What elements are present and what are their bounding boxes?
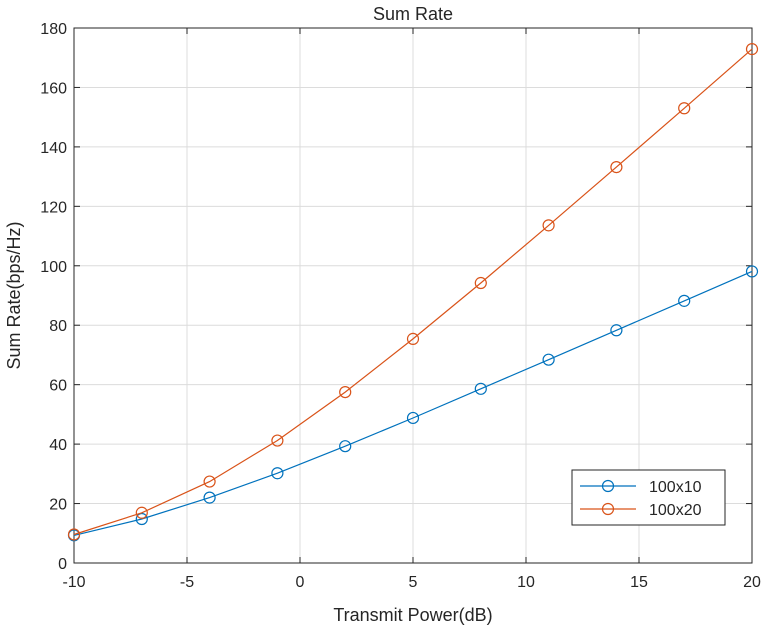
data-point	[474, 276, 487, 290]
data-point	[406, 332, 420, 345]
series-group	[67, 43, 759, 542]
y-tick-label: 120	[40, 199, 67, 216]
data-point	[678, 294, 691, 307]
x-tick-label: -5	[180, 574, 194, 591]
data-point	[542, 219, 555, 232]
data-point	[474, 382, 487, 395]
y-tick-label: 180	[40, 21, 67, 38]
data-point	[67, 528, 81, 541]
y-tick-label: 160	[40, 80, 67, 97]
x-tick-label: 20	[743, 574, 761, 591]
series-line	[73, 48, 753, 536]
y-tick-label: 20	[49, 497, 67, 514]
x-tick-label: 0	[296, 574, 305, 591]
legend-label: 100x10	[649, 479, 702, 496]
series-100x10	[67, 265, 759, 542]
data-point	[203, 475, 216, 488]
y-tick-label: 60	[49, 378, 67, 395]
y-axis-label: Sum Rate(bps/Hz)	[4, 221, 24, 369]
data-point	[678, 102, 691, 115]
data-point	[745, 265, 759, 278]
chart-title: Sum Rate	[373, 4, 453, 24]
data-point	[406, 411, 420, 425]
data-point	[271, 434, 284, 447]
data-point	[271, 467, 284, 480]
y-tick-label: 140	[40, 140, 67, 157]
x-tick-label: 10	[517, 574, 535, 591]
data-point	[135, 512, 148, 526]
x-tick-label: 15	[630, 574, 648, 591]
data-point	[339, 440, 352, 453]
data-point	[610, 161, 623, 174]
legend: 100x10 100x20	[571, 469, 726, 526]
y-tick-label: 40	[49, 437, 67, 454]
x-tick-label: 5	[409, 574, 418, 591]
legend-marker	[601, 479, 615, 493]
data-point	[339, 385, 352, 399]
x-tick-label: -10	[62, 574, 85, 591]
x-axis-label: Transmit Power(dB)	[333, 605, 492, 625]
legend-marker	[601, 502, 615, 516]
legend-label: 100x20	[649, 502, 702, 519]
legend-box	[571, 469, 726, 526]
y-tick-label: 80	[49, 318, 67, 335]
series-100x20	[67, 43, 759, 541]
series-line	[73, 270, 753, 536]
data-point	[610, 324, 623, 337]
y-tick-label: 100	[40, 259, 67, 276]
data-point	[745, 43, 759, 56]
axis-ticks: -10 -5 0 5 10 15 20 0 20 40 60 80 100 120 140 160 180	[40, 21, 761, 591]
data-point	[135, 506, 148, 519]
data-point	[203, 491, 216, 504]
y-tick-label: 0	[58, 556, 67, 573]
data-point	[542, 353, 555, 366]
